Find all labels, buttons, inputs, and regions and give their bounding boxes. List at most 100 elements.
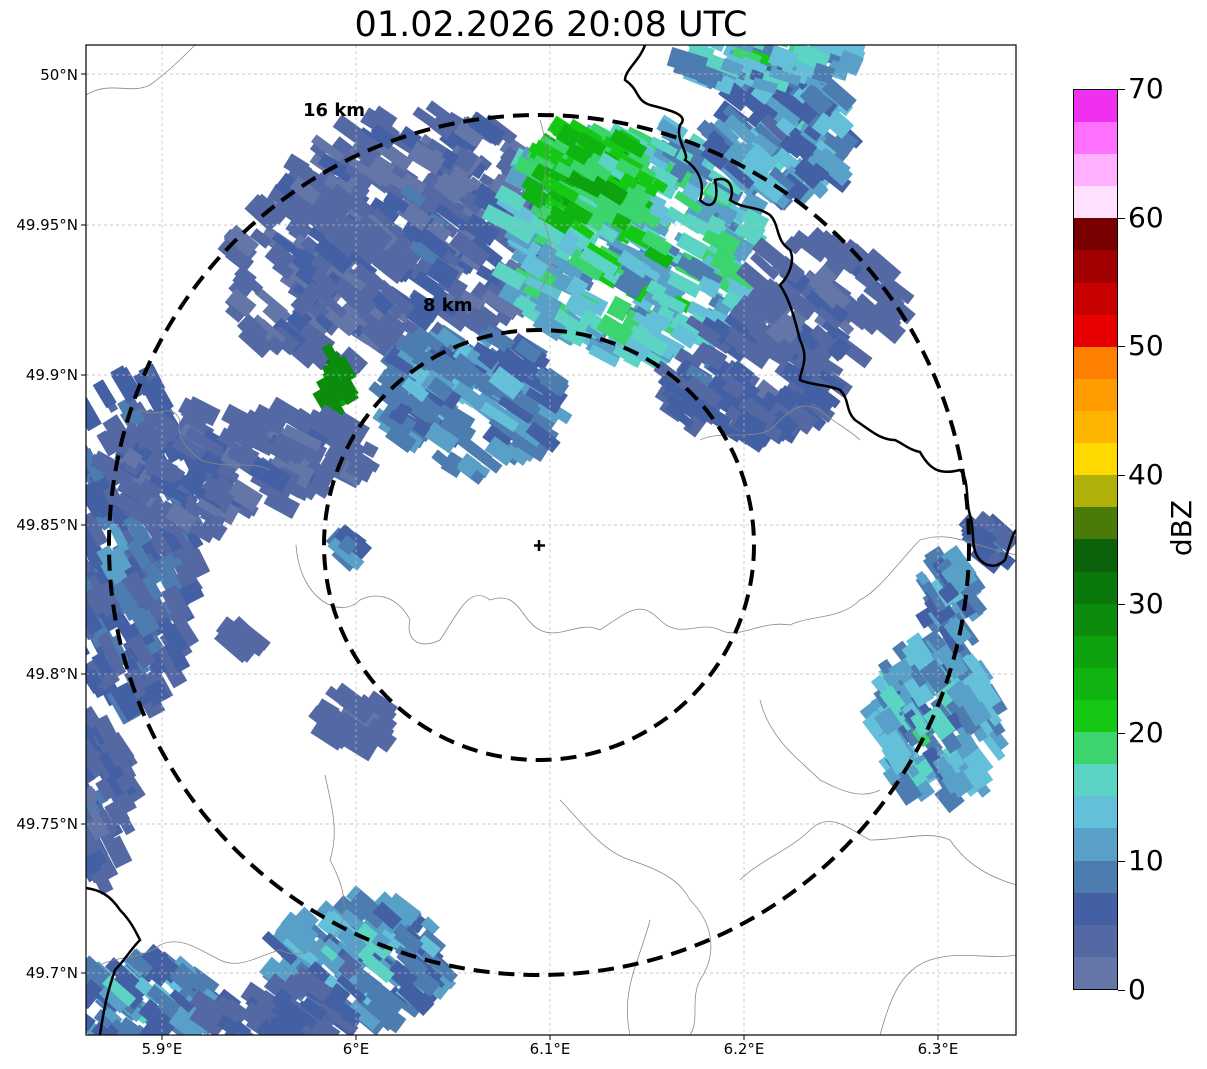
echo-cell <box>449 236 483 265</box>
echo-cell <box>309 267 340 297</box>
echo-cell <box>700 344 728 371</box>
echo-cell <box>227 615 260 648</box>
colorbar <box>1073 89 1118 990</box>
echo-cell <box>676 232 709 260</box>
echo-cell <box>267 183 306 216</box>
lat-label-49-8: 49.8°N <box>25 665 78 683</box>
echo-cell <box>656 118 681 141</box>
echo-cell <box>744 293 771 319</box>
echo-cell <box>62 770 86 804</box>
echo-cell <box>348 226 369 245</box>
echo-cell <box>534 366 563 392</box>
colorbar-segment <box>1074 667 1117 701</box>
echo-cell <box>184 427 224 457</box>
echo-cell <box>160 584 193 624</box>
echo-cell <box>688 173 709 190</box>
echo-cell <box>922 705 956 741</box>
echo-cell <box>406 389 444 425</box>
echo-cell <box>879 291 898 310</box>
echo-cell <box>951 555 967 573</box>
echo-cell <box>292 248 323 278</box>
radar-echoes <box>56 24 1016 1035</box>
colorbar-segment <box>1074 507 1117 540</box>
echo-cell <box>728 45 756 53</box>
echo-cell <box>860 248 902 288</box>
echo-cell <box>864 305 906 345</box>
echo-cell <box>512 293 537 316</box>
echo-cell <box>111 745 137 781</box>
colorbar-segment <box>1074 828 1117 861</box>
echo-cell <box>358 127 375 142</box>
echo-cell <box>958 714 976 735</box>
echo-cell <box>216 1014 243 1035</box>
echo-cell <box>234 425 256 446</box>
echo-cell <box>491 343 529 379</box>
echo-cell <box>86 620 91 661</box>
echo-cell <box>405 291 442 324</box>
echo-cell <box>888 658 914 683</box>
echo-cell <box>386 243 410 266</box>
echo-cell <box>350 262 374 286</box>
echo-cell <box>375 310 405 340</box>
echo-cell <box>740 56 768 74</box>
range-ring-16km <box>107 113 971 977</box>
echo-cell <box>666 271 702 299</box>
echo-cell <box>514 338 543 364</box>
colorbar-segment <box>1074 924 1117 957</box>
echo-cell <box>611 212 632 232</box>
echo-cell <box>86 390 102 432</box>
echo-cell <box>596 314 634 346</box>
echo-cell <box>475 264 505 288</box>
echo-cell <box>261 930 298 966</box>
colorbar-segment <box>1074 539 1117 572</box>
echo-cell <box>484 436 517 467</box>
echo-cell <box>751 77 778 95</box>
colorbar-segment <box>1074 603 1117 636</box>
echo-cell <box>687 256 715 279</box>
echo-cell <box>779 134 806 159</box>
echo-cell <box>506 215 538 245</box>
echo-cell <box>903 673 935 708</box>
echo-cell <box>526 373 568 410</box>
lat-label-49-85: 49.85°N <box>16 516 78 534</box>
echo-cell <box>143 679 170 707</box>
echo-cell <box>719 45 751 46</box>
echo-cell <box>105 490 132 512</box>
echo-cell <box>765 96 801 127</box>
echo-cell <box>738 191 769 220</box>
echo-cell <box>103 546 132 577</box>
colorbar-title: dBZ <box>1165 499 1198 557</box>
echo-cell <box>86 555 96 583</box>
echo-cell <box>86 564 88 586</box>
echo-cell <box>393 926 424 955</box>
echo-cell <box>427 219 452 242</box>
echo-cell <box>86 484 104 519</box>
echo-cell <box>424 421 460 454</box>
echo-cell <box>417 172 449 203</box>
echo-cell <box>104 798 131 827</box>
echo-cell <box>150 410 177 433</box>
echo-cell <box>345 455 376 483</box>
echo-cell <box>300 281 324 306</box>
colorbar-segment <box>1074 411 1117 444</box>
echo-cell <box>304 408 349 444</box>
echo-cell <box>384 178 411 203</box>
echo-cell <box>169 962 201 994</box>
echo-cell <box>234 267 264 295</box>
echo-cell <box>749 24 770 43</box>
echo-cell <box>320 944 338 962</box>
echo-cell <box>269 1015 309 1035</box>
echo-cell <box>665 206 704 235</box>
echo-cell <box>729 304 760 332</box>
national-border <box>86 45 1016 1035</box>
echo-cell <box>329 982 351 1004</box>
echo-cell <box>665 393 697 419</box>
echo-cell <box>617 194 652 227</box>
echo-cell <box>651 289 687 314</box>
echo-cell <box>397 172 427 201</box>
echo-cell <box>397 331 429 362</box>
echo-cell <box>123 513 152 548</box>
echo-cell <box>525 387 561 414</box>
colorbar-tick <box>1118 89 1125 90</box>
echo-cell <box>56 489 85 519</box>
